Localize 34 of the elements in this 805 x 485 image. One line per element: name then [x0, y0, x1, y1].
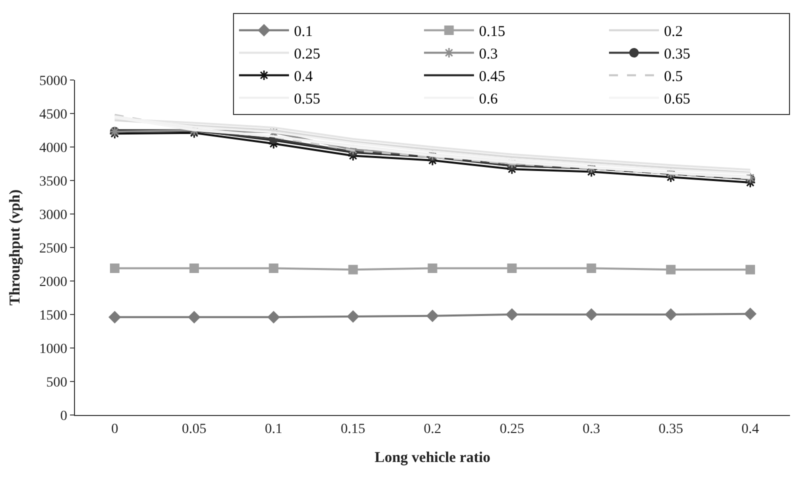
legend-label: 0.65 — [664, 92, 690, 108]
x-tick-label: 0.05 — [182, 422, 206, 437]
legend-label: 0.55 — [294, 92, 320, 108]
y-tick-label: 4500 — [39, 107, 68, 122]
legend-label: 0.3 — [479, 46, 498, 63]
y-tick-label: 4000 — [39, 140, 68, 156]
x-tick-label: 0.1 — [264, 422, 282, 437]
x-axis-title: Long vehicle ratio — [374, 450, 490, 466]
legend-label: 0.25 — [294, 46, 320, 63]
legend-label: 0.15 — [479, 24, 506, 40]
y-tick-label: 1000 — [39, 342, 68, 357]
legend-label: 0.45 — [479, 69, 506, 86]
x-tick-label: 0.3 — [582, 422, 600, 437]
y-tick-label: 500 — [46, 375, 68, 390]
x-tick-label: 0.2 — [424, 422, 442, 437]
x-tick-label: 0 — [111, 422, 118, 437]
y-tick-label: 2000 — [39, 274, 68, 290]
y-axis-title: Throughput (vph) — [7, 189, 24, 306]
legend-label: 0.4 — [294, 69, 314, 86]
y-tick-label: 3000 — [39, 208, 68, 223]
y-tick-label: 3500 — [39, 174, 68, 190]
legend-label: 0.1 — [294, 24, 313, 40]
x-tick-label: 0.35 — [658, 422, 684, 437]
y-tick-label: 5000 — [39, 74, 68, 89]
x-tick-label: 0.15 — [340, 422, 366, 437]
y-tick-label: 2500 — [39, 241, 68, 256]
y-tick-label: 1500 — [39, 308, 68, 324]
x-tick-label: 0.4 — [742, 422, 760, 437]
legend-label: 0.5 — [664, 69, 683, 86]
legend-label: 0.6 — [479, 92, 498, 108]
y-tick-label: 0 — [60, 408, 68, 424]
x-tick-label: 0.25 — [500, 422, 524, 437]
legend-label: 0.2 — [664, 24, 683, 40]
legend-label: 0.35 — [664, 46, 690, 63]
